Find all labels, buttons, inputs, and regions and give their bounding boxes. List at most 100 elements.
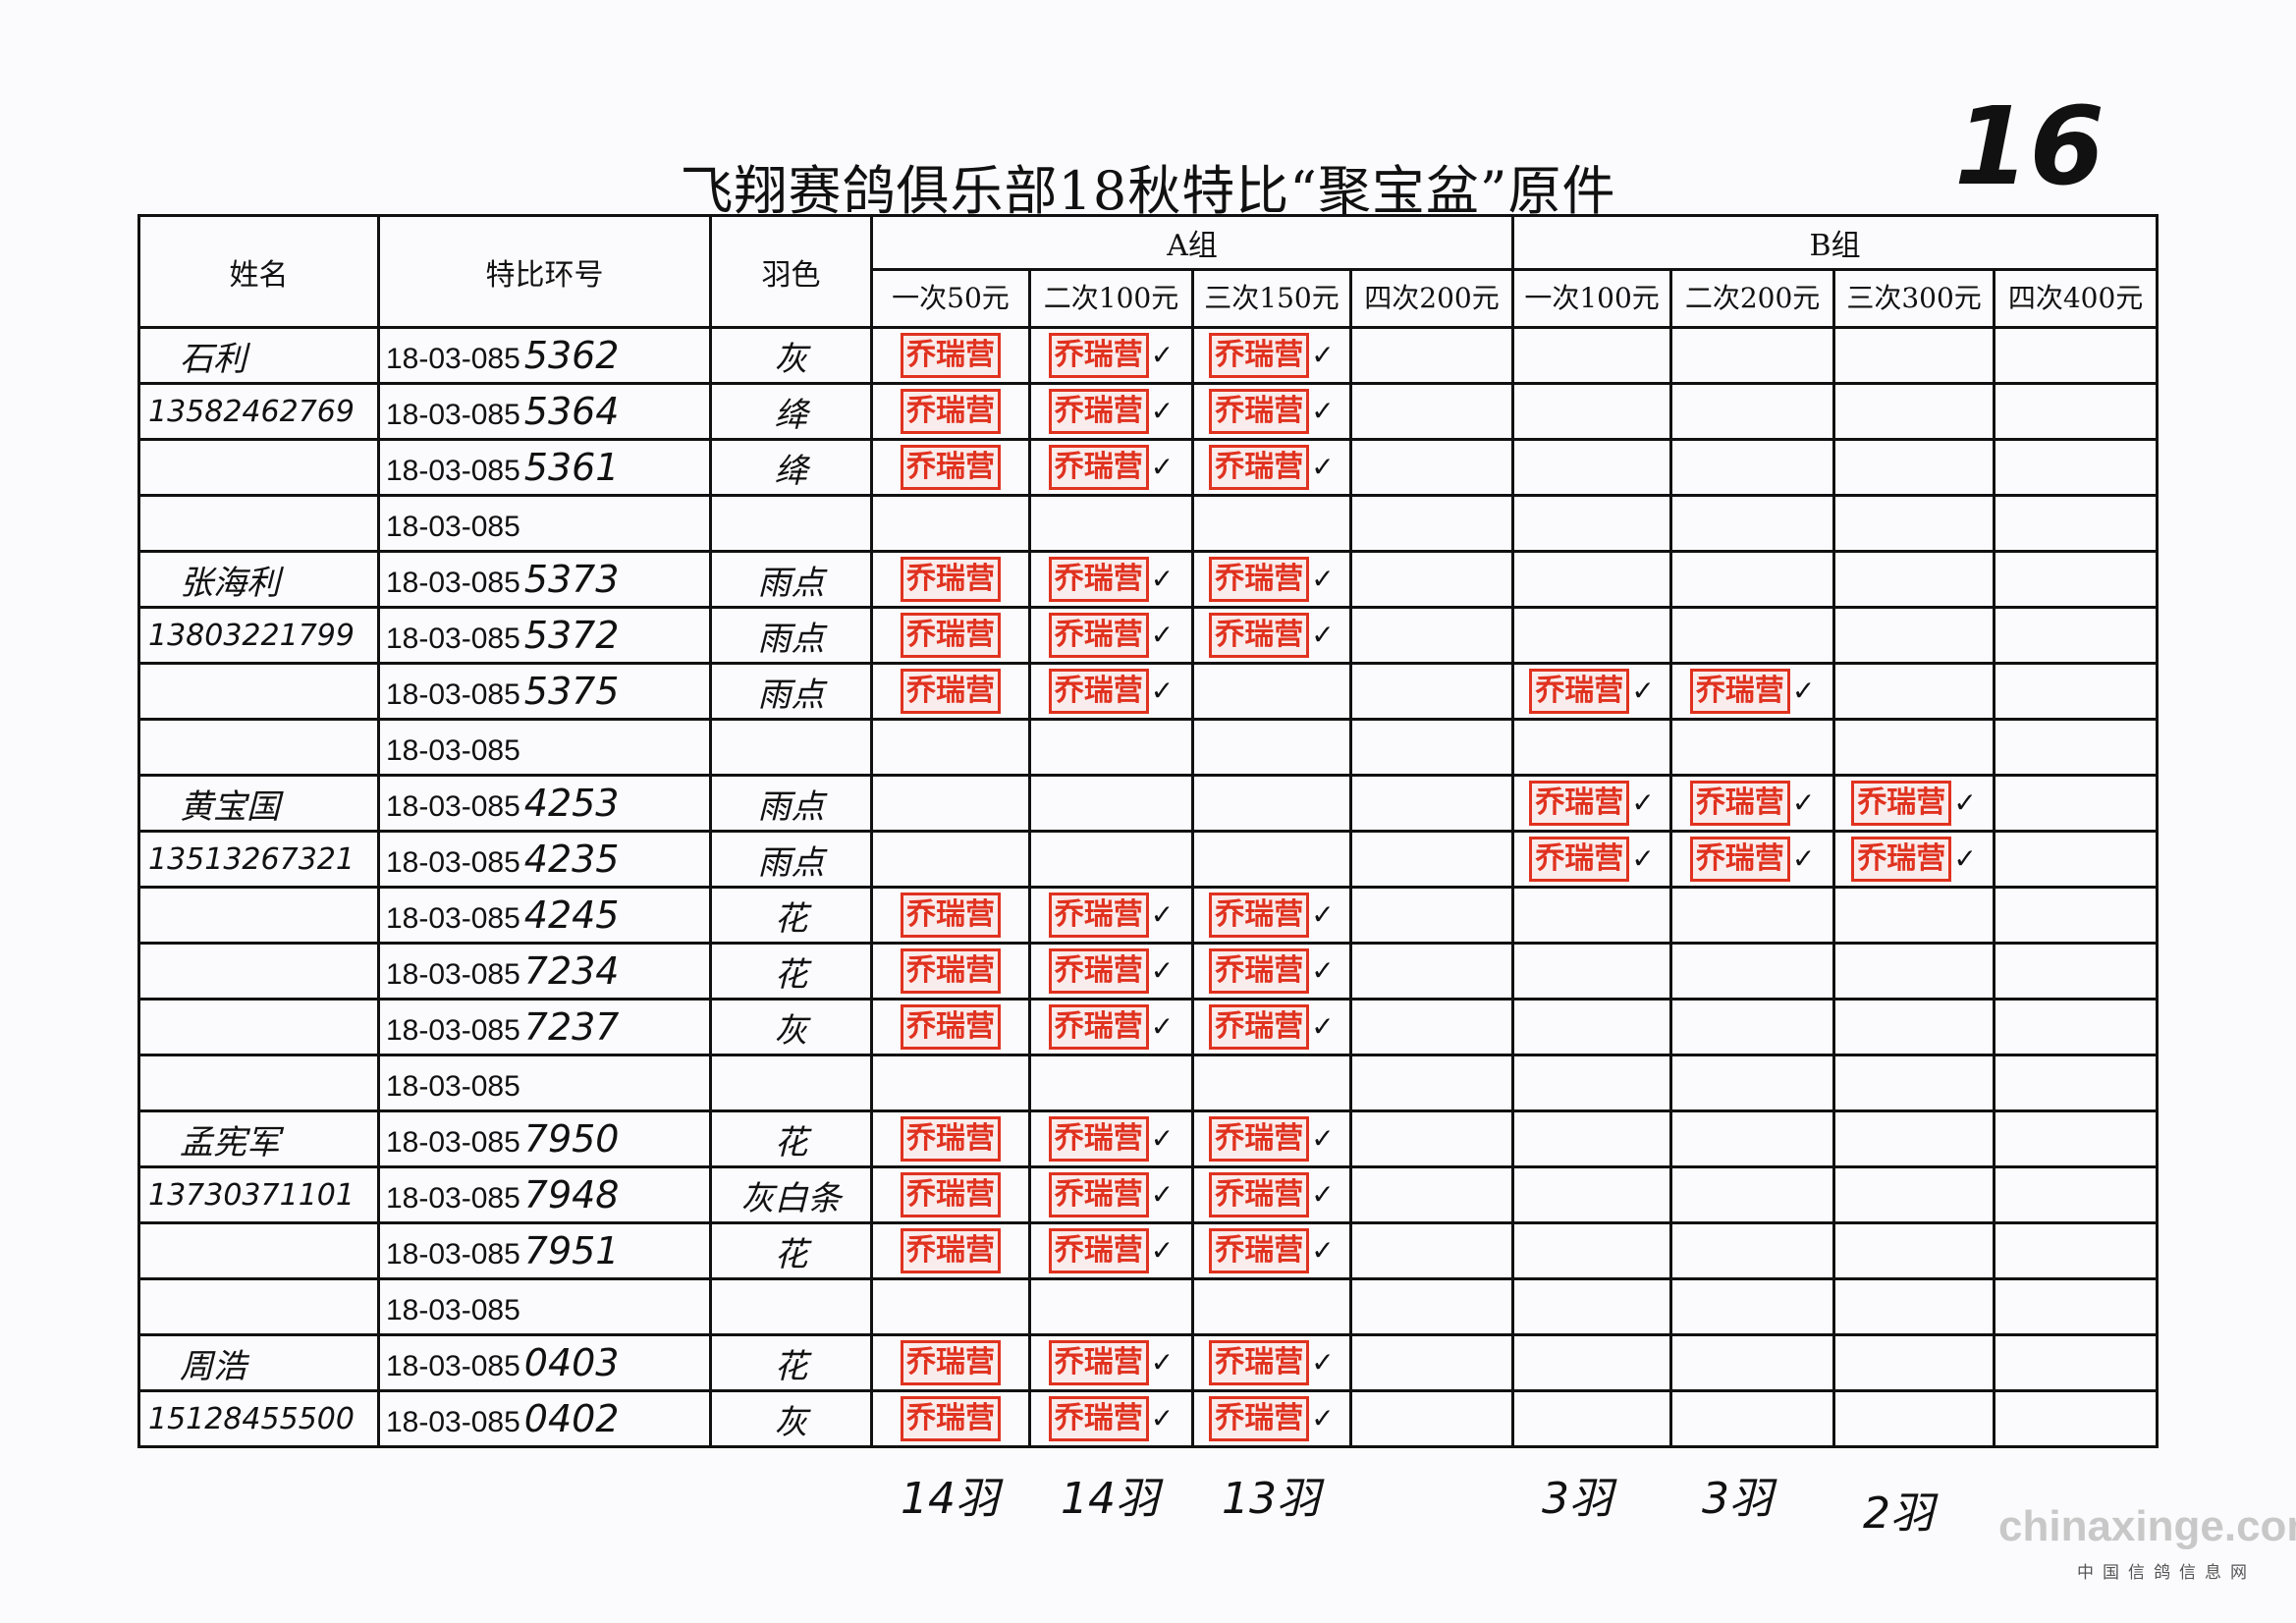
column-total: 3羽 xyxy=(1702,1474,1773,1524)
seal-stamp: 乔瑞营 xyxy=(901,948,1001,994)
seal-stamp: 乔瑞营 xyxy=(1048,557,1149,602)
seal-stamp: 乔瑞营 xyxy=(1048,1340,1149,1385)
group-a-2-cell: 乔瑞营 ✓ xyxy=(1028,550,1194,609)
seal-stamp: 乔瑞营 xyxy=(1048,1228,1149,1273)
seal-stamp: 乔瑞营 xyxy=(1209,948,1310,994)
group-b-2-cell xyxy=(1669,606,1836,665)
check-mark-icon: ✓ xyxy=(1150,675,1175,707)
stamp-group: 乔瑞营 ✓ xyxy=(1033,1228,1190,1273)
stamp-group: 乔瑞营 xyxy=(875,893,1027,938)
check-mark-icon: ✓ xyxy=(1311,395,1335,427)
ring-prefix: 18-03-085 xyxy=(386,1238,520,1271)
stamp-group: 乔瑞营 ✓ xyxy=(1033,557,1190,602)
seal-stamp: 乔瑞营 xyxy=(1048,1004,1149,1050)
stamp-group: 乔瑞营 ✓ xyxy=(1033,1116,1190,1162)
ring-prefix: 18-03-085 xyxy=(386,734,520,767)
group-b-1-cell xyxy=(1511,326,1673,385)
seal-stamp: 乔瑞营 xyxy=(1689,781,1790,826)
ring-number: 18-03-085 4245 xyxy=(377,886,712,945)
group-b-3-cell xyxy=(1832,1054,1996,1112)
group-a-2-cell xyxy=(1028,1277,1194,1336)
ring-prefix: 18-03-085 xyxy=(386,1070,520,1103)
group-a-3-cell: 乔瑞营 ✓ xyxy=(1191,606,1352,665)
group-a-2-cell: 乔瑞营 ✓ xyxy=(1028,382,1194,441)
seal-stamp: 乔瑞营 xyxy=(901,669,1001,714)
feather-color: 雨点 xyxy=(709,662,873,721)
check-mark-icon: ✓ xyxy=(1631,675,1655,707)
stamp-group: 乔瑞营 ✓ xyxy=(1033,893,1190,938)
stamp-group: 乔瑞营 ✓ xyxy=(1196,893,1348,938)
table-row: 周浩 18-03-085 0403 花乔瑞营 乔瑞营 ✓ 乔瑞营 ✓ xyxy=(137,1333,2159,1392)
group-b-1-cell xyxy=(1511,550,1673,609)
group-b-3-cell xyxy=(1832,382,1996,441)
seal-stamp: 乔瑞营 xyxy=(901,333,1001,378)
feather-color: 花 xyxy=(709,942,873,1001)
ring-prefix: 18-03-085 xyxy=(386,455,520,487)
group-a-2-cell: 乔瑞营 ✓ xyxy=(1028,662,1194,721)
group-b-2-cell xyxy=(1669,1389,1836,1448)
seal-stamp: 乔瑞营 xyxy=(1689,837,1790,882)
owner-name: 张海利 xyxy=(137,550,380,609)
group-a-4-cell xyxy=(1348,326,1515,385)
group-b-3-cell xyxy=(1832,1221,1996,1280)
stamp-group: 乔瑞营 ✓ xyxy=(1196,1396,1348,1441)
check-mark-icon: ✓ xyxy=(1311,1234,1335,1267)
group-a-1-cell: 乔瑞营 xyxy=(870,662,1031,721)
feather-color xyxy=(709,1054,873,1112)
stamp-group: 乔瑞营 xyxy=(875,1340,1027,1385)
group-b-3-cell xyxy=(1832,550,1996,609)
seal-stamp: 乔瑞营 xyxy=(1529,669,1630,714)
group-a-4-cell xyxy=(1348,550,1515,609)
group-a-3-cell xyxy=(1191,494,1352,553)
stamp-group: 乔瑞营 xyxy=(875,333,1027,378)
ring-number: 18-03-085 0402 xyxy=(377,1389,712,1448)
group-a-1-cell: 乔瑞营 xyxy=(870,606,1031,665)
stamp-group: 乔瑞营 ✓ xyxy=(1196,557,1348,602)
stamp-group: 乔瑞营 ✓ xyxy=(1033,1340,1190,1385)
ring-suffix: 5362 xyxy=(523,334,620,377)
stamp-group: 乔瑞营 ✓ xyxy=(1196,1340,1348,1385)
feather-color: 雨点 xyxy=(709,830,873,889)
seal-stamp: 乔瑞营 xyxy=(1209,613,1310,658)
seal-stamp: 乔瑞营 xyxy=(1529,781,1630,826)
check-mark-icon: ✓ xyxy=(1791,675,1816,707)
group-a-2-cell: 乔瑞营 ✓ xyxy=(1028,998,1194,1056)
owner-name xyxy=(137,718,380,777)
feather-color: 花 xyxy=(709,886,873,945)
stamp-group: 乔瑞营 ✓ xyxy=(1674,781,1831,826)
owner-name xyxy=(137,1221,380,1280)
group-b-4-cell xyxy=(1993,1389,2159,1448)
check-mark-icon: ✓ xyxy=(1150,339,1175,371)
watermark-site: chinaxinge.com xyxy=(1998,1502,2296,1550)
stamp-group: 乔瑞营 xyxy=(875,1116,1027,1162)
group-b-1-cell xyxy=(1511,438,1673,497)
owner-name xyxy=(137,998,380,1056)
seal-stamp: 乔瑞营 xyxy=(1209,1396,1310,1441)
header-b-2: 二次200元 xyxy=(1669,268,1836,329)
table-row: 18-03-085 xyxy=(137,1277,2159,1336)
header-ring: 特比环号 xyxy=(377,214,712,329)
ring-number: 18-03-085 7951 xyxy=(377,1221,712,1280)
group-a-4-cell xyxy=(1348,1054,1515,1112)
table-row: 18-03-085 xyxy=(137,494,2159,553)
group-a-3-cell xyxy=(1191,1054,1352,1112)
group-b-2-cell xyxy=(1669,438,1836,497)
group-a-4-cell xyxy=(1348,1333,1515,1392)
ring-number: 18-03-085 xyxy=(377,1277,712,1336)
stamp-group: 乔瑞营 ✓ xyxy=(1033,1172,1190,1217)
check-mark-icon: ✓ xyxy=(1791,786,1816,819)
group-a-3-cell: 乔瑞营 ✓ xyxy=(1191,1389,1352,1448)
ring-prefix: 18-03-085 xyxy=(386,1294,520,1326)
check-mark-icon: ✓ xyxy=(1953,786,1977,819)
group-b-3-cell xyxy=(1832,1333,1996,1392)
feather-color: 灰 xyxy=(709,326,873,385)
group-b-2-cell xyxy=(1669,942,1836,1001)
ring-suffix: 5364 xyxy=(523,390,620,433)
group-b-1-cell xyxy=(1511,1277,1673,1336)
header-b-1: 一次100元 xyxy=(1511,268,1673,329)
header-group-a: A组 xyxy=(869,214,1515,271)
ring-suffix: 4235 xyxy=(523,838,620,881)
group-b-3-cell xyxy=(1832,1389,1996,1448)
group-a-1-cell: 乔瑞营 xyxy=(870,1165,1031,1224)
group-b-2-cell xyxy=(1669,1277,1836,1336)
